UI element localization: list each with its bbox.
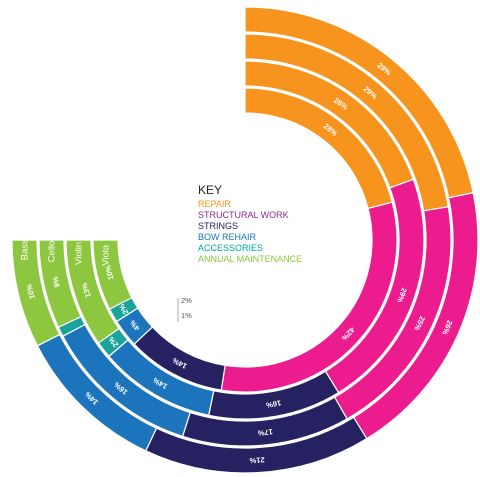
external-labels: 2% 1% <box>177 296 192 322</box>
external-label-1pct: 1% <box>181 311 192 320</box>
ring-name-violin: Violin <box>73 242 84 265</box>
label-violin-strings: 16% <box>265 398 282 410</box>
ring-name-viola: Viola <box>100 244 111 266</box>
label-viola-annual-maintenance: 10% <box>103 264 115 281</box>
label-bass-strings: 21% <box>249 455 265 465</box>
ring-name-cello: Cello <box>46 241 57 263</box>
segment-bass-annual-maintenance <box>11 239 61 347</box>
rings-layer <box>11 6 479 474</box>
legend-title: KEY <box>198 183 222 197</box>
segment-viola-annual-maintenance <box>92 239 133 310</box>
label-cello-strings: 17% <box>257 427 273 438</box>
external-label-2pct: 2% <box>181 296 192 305</box>
ring-name-bass: Bass <box>20 239 31 260</box>
segment-cello-annual-maintenance <box>38 239 82 329</box>
legend-item-annual-maintenance: ANNUAL MAINTENANCE <box>198 254 302 264</box>
segment-violin-annual-maintenance <box>65 239 120 344</box>
label-bass-annual-maintenance: 10% <box>24 283 36 300</box>
legend-item-strings: STRINGS <box>198 221 238 231</box>
legend-item-bow-rehair: BOW REHAIR <box>198 232 257 242</box>
legend-item-repair: REPAIR <box>198 199 231 209</box>
legend-item-accessories: ACCESSORIES <box>198 243 263 253</box>
legend-item-structural-work: STRUCTURAL WORK <box>198 210 289 220</box>
label-cello-annual-maintenance: 9% <box>50 275 61 288</box>
legend: KEY REPAIR STRUCTURAL WORK STRINGS BOW R… <box>198 183 302 264</box>
label-violin-annual-maintenance: 13% <box>80 281 93 298</box>
